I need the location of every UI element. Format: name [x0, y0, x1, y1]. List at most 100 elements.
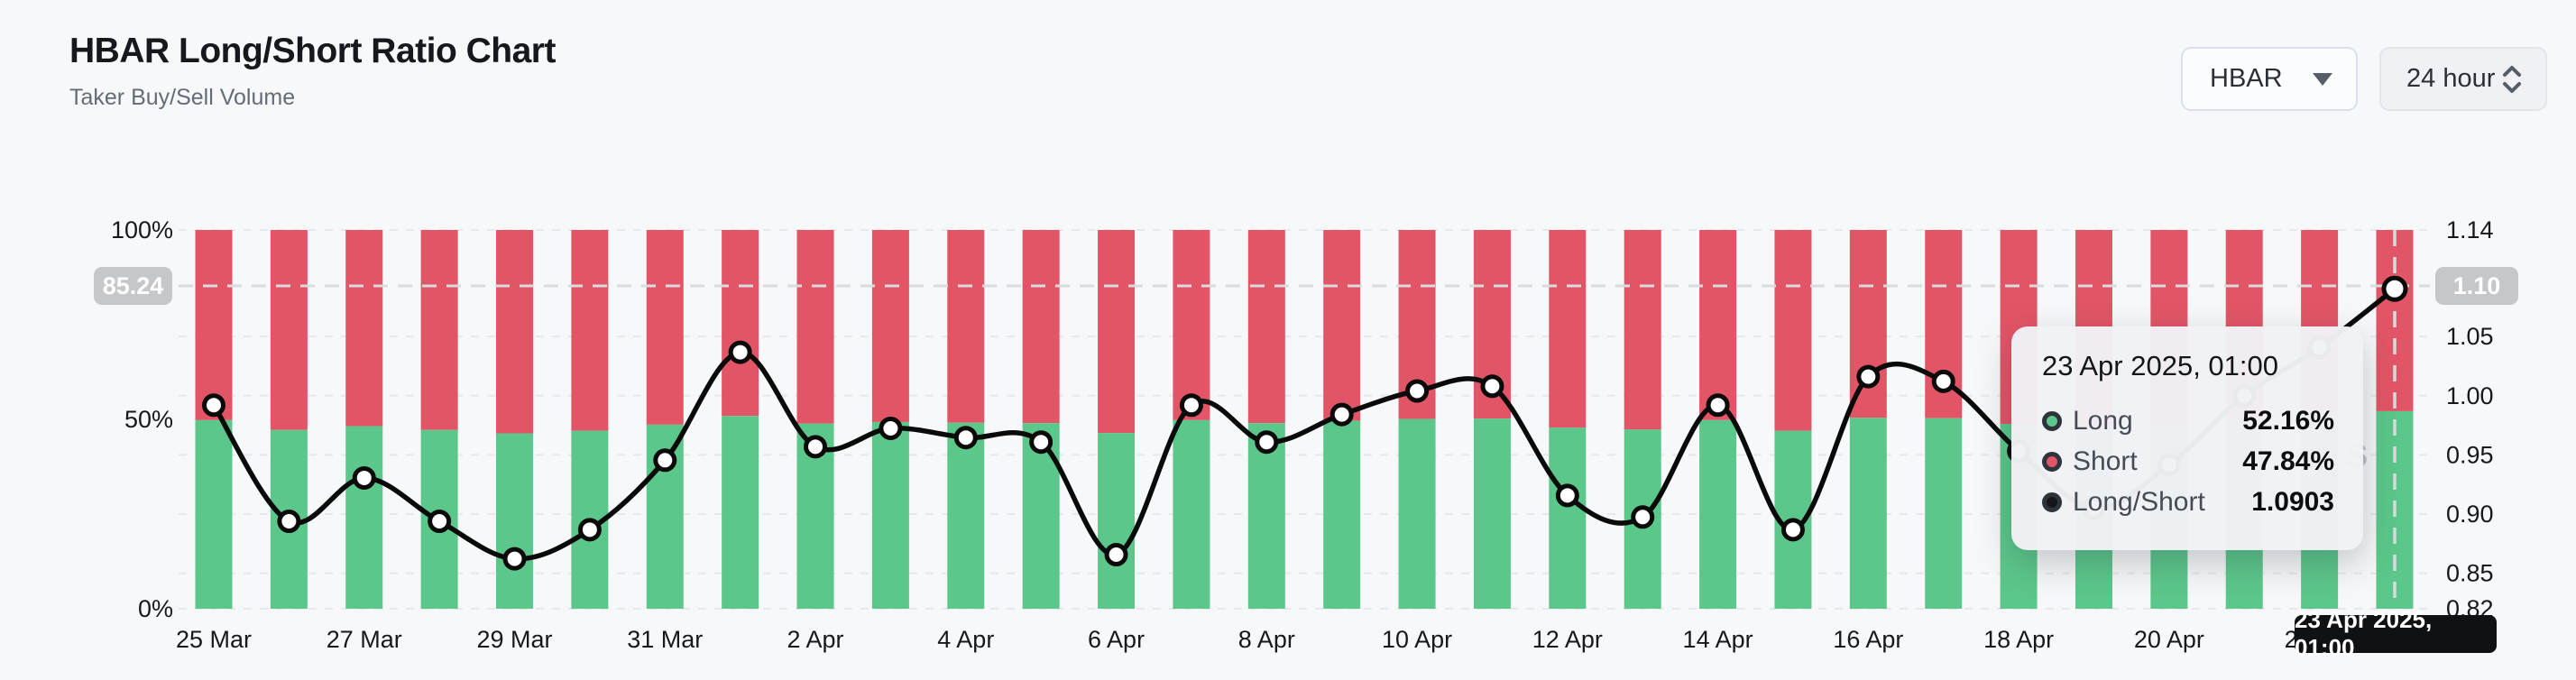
bar-short[interactable] — [1173, 230, 1210, 420]
bar-short[interactable] — [1699, 230, 1737, 420]
ratio-point[interactable] — [1029, 430, 1053, 455]
crosshair-left-axis-badge: 85.24 — [94, 267, 172, 305]
bar-long[interactable] — [1398, 418, 1436, 609]
right-axis-tick: 0.85 — [2446, 560, 2494, 587]
x-axis-tick: 6 Apr — [1088, 626, 1145, 653]
bar-long[interactable] — [871, 421, 909, 609]
right-axis-tick: 0.95 — [2446, 441, 2494, 468]
x-axis-tick: 16 Apr — [1833, 626, 1903, 653]
bar-short[interactable] — [195, 230, 233, 420]
ratio-point[interactable] — [1104, 543, 1128, 567]
bar-long[interactable] — [1925, 418, 1963, 609]
ratio-point[interactable] — [1780, 518, 1805, 542]
ratio-point[interactable] — [953, 426, 978, 450]
ratio-point[interactable] — [1931, 369, 1955, 393]
bar-long[interactable] — [947, 422, 985, 609]
bar-long[interactable] — [496, 433, 534, 609]
x-axis-tick: 12 Apr — [1532, 626, 1603, 653]
ratio-point[interactable] — [1856, 364, 1881, 389]
chevron-down-icon — [2313, 72, 2332, 86]
bar-short[interactable] — [496, 230, 534, 434]
ratio-point[interactable] — [1329, 402, 1354, 427]
bar-long[interactable] — [1098, 433, 1136, 609]
bar-long[interactable] — [1849, 418, 1887, 609]
bar-short[interactable] — [571, 230, 609, 431]
bar-long[interactable] — [1247, 423, 1285, 609]
bar-short[interactable] — [345, 230, 383, 427]
bar-short[interactable] — [1549, 230, 1587, 428]
ratio-point[interactable] — [428, 510, 452, 534]
bar-short[interactable] — [947, 230, 985, 423]
bar-short[interactable] — [1098, 230, 1136, 434]
bar-short[interactable] — [1247, 230, 1285, 424]
bar-short[interactable] — [871, 230, 909, 422]
ratio-point[interactable] — [1555, 483, 1579, 508]
page-title: HBAR Long/Short Ratio Chart — [69, 32, 556, 70]
interval-select[interactable]: 24 hour — [2379, 47, 2547, 111]
ratio-point[interactable] — [277, 510, 301, 534]
bar-long[interactable] — [1323, 420, 1361, 609]
tooltip-row-ratio: Long/Short 1.0903 — [2042, 487, 2334, 518]
bar-short[interactable] — [420, 230, 458, 430]
ratio-point[interactable] — [879, 416, 903, 440]
ratio-point[interactable] — [804, 435, 828, 459]
tooltip-short-label: Short — [2073, 446, 2138, 476]
page-subtitle: Taker Buy/Sell Volume — [69, 85, 296, 110]
x-axis-tick: 2 Apr — [787, 626, 844, 653]
bar-short[interactable] — [1774, 230, 1812, 431]
ratio-point[interactable] — [502, 547, 527, 571]
bar-short[interactable] — [1323, 230, 1361, 421]
x-axis-tick: 10 Apr — [1382, 626, 1452, 653]
tooltip-ratio-label: Long/Short — [2073, 487, 2205, 517]
symbol-select[interactable]: HBAR — [2181, 47, 2358, 111]
x-axis-tick: 18 Apr — [1983, 626, 2054, 653]
ratio-point[interactable] — [1179, 393, 1203, 418]
chart-header: HBAR Long/Short Ratio Chart Taker Buy/Se… — [69, 31, 556, 111]
bar-long[interactable] — [195, 419, 233, 609]
ratio-point[interactable] — [352, 465, 376, 490]
x-axis-tick: 29 Mar — [476, 626, 552, 653]
right-axis-tick: 1.00 — [2446, 382, 2494, 409]
ratio-point[interactable] — [202, 393, 225, 418]
bar-short[interactable] — [270, 230, 308, 430]
chevron-up-down-icon — [2497, 60, 2527, 99]
tooltip-long-value: 52.16% — [2242, 406, 2334, 436]
bar-short[interactable] — [1624, 230, 1661, 430]
bar-short[interactable] — [722, 230, 759, 417]
bar-long[interactable] — [1549, 427, 1587, 609]
ratio-point[interactable] — [653, 448, 677, 473]
bar-long[interactable] — [1699, 419, 1737, 609]
ratio-point[interactable] — [1255, 430, 1279, 455]
ratio-point[interactable] — [1631, 505, 1655, 529]
bar-short[interactable] — [796, 230, 834, 424]
bar-long[interactable] — [1473, 418, 1511, 609]
left-axis-tick: 100% — [111, 216, 173, 244]
tooltip-long-label: Long — [2073, 406, 2133, 436]
ratio-point[interactable] — [1405, 379, 1430, 403]
bar-long[interactable] — [722, 416, 759, 609]
bar-short[interactable] — [1849, 230, 1887, 418]
x-axis-tick: 31 Mar — [627, 626, 703, 653]
bar-short[interactable] — [1022, 230, 1060, 424]
ratio-point-active[interactable] — [2381, 275, 2408, 302]
x-axis-tick: 4 Apr — [937, 626, 994, 653]
ratio-point[interactable] — [1706, 393, 1730, 418]
bar-short[interactable] — [646, 230, 684, 425]
bar-long[interactable] — [1173, 419, 1210, 609]
right-axis-tick: 0.90 — [2446, 501, 2494, 528]
ratio-point[interactable] — [577, 518, 602, 542]
short-legend-dot-icon — [2042, 452, 2062, 472]
left-axis-tick: 0% — [138, 595, 173, 622]
bar-long[interactable] — [345, 426, 383, 609]
ratio-point[interactable] — [1480, 374, 1504, 399]
ratio-point[interactable] — [728, 340, 752, 364]
right-axis-tick: 1.14 — [2446, 216, 2494, 244]
long-legend-dot-icon — [2042, 411, 2062, 431]
x-axis-tick: 27 Mar — [327, 626, 402, 653]
ratio-legend-dot-icon — [2042, 492, 2062, 512]
tooltip-row-short: Short 47.84% — [2042, 446, 2334, 477]
chart-tooltip: 23 Apr 2025, 01:00 Long 52.16% Short 47.… — [2011, 326, 2363, 550]
interval-select-value: 24 hour — [2406, 64, 2496, 93]
